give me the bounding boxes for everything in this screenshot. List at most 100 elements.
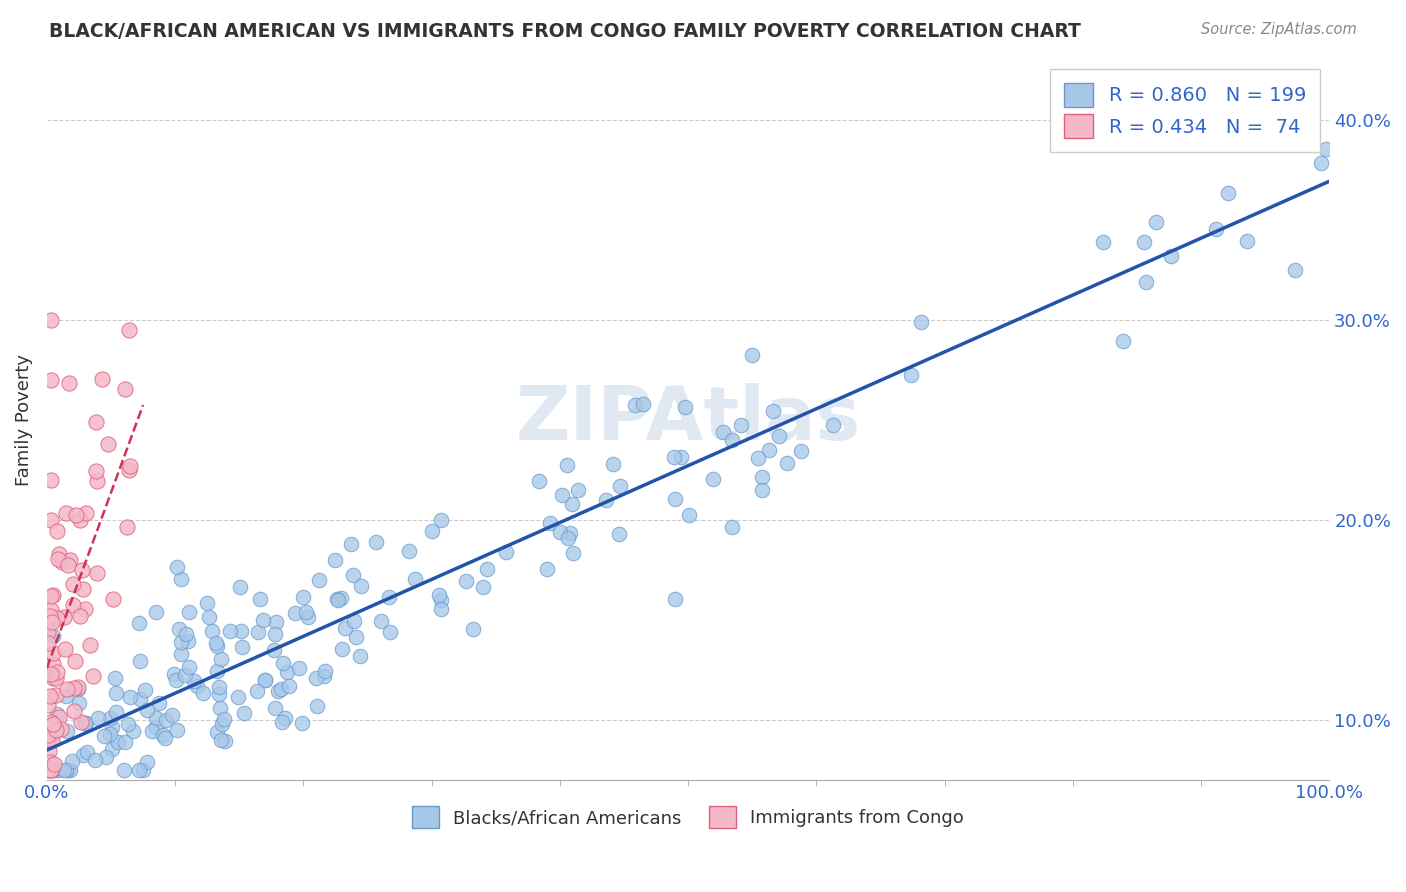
- Point: [270, 682, 292, 697]
- Point: [276, 665, 298, 679]
- Point: [209, 733, 232, 747]
- Point: [551, 488, 574, 502]
- Point: [229, 624, 252, 638]
- Point: [39, 602, 62, 616]
- Point: [45, 665, 67, 679]
- Point: [38, 744, 60, 758]
- Point: [39, 689, 62, 703]
- Point: [1315, 142, 1337, 156]
- Point: [671, 450, 693, 464]
- Point: [66, 681, 89, 696]
- Point: [45, 671, 67, 685]
- Point: [46, 706, 69, 721]
- Point: [246, 625, 269, 640]
- Point: [129, 692, 152, 706]
- Point: [741, 348, 763, 362]
- Point: [673, 400, 696, 414]
- Point: [711, 425, 734, 440]
- Point: [166, 723, 188, 737]
- Text: ZIPAtlas: ZIPAtlas: [516, 383, 860, 456]
- Point: [55, 507, 77, 521]
- Point: [39, 755, 62, 769]
- Point: [87, 711, 110, 725]
- Point: [100, 742, 122, 756]
- Point: [607, 527, 630, 541]
- Point: [160, 707, 183, 722]
- Point: [205, 639, 228, 653]
- Point: [378, 625, 401, 640]
- Point: [326, 593, 349, 607]
- Point: [152, 728, 174, 742]
- Point: [163, 667, 186, 681]
- Point: [107, 734, 129, 748]
- Point: [246, 684, 269, 698]
- Point: [609, 479, 631, 493]
- Point: [253, 673, 276, 688]
- Point: [191, 686, 214, 700]
- Point: [326, 592, 349, 607]
- Point: [103, 592, 125, 607]
- Point: [72, 747, 94, 762]
- Point: [67, 680, 90, 694]
- Point: [118, 463, 141, 477]
- Point: [45, 688, 67, 702]
- Point: [308, 573, 330, 587]
- Point: [183, 673, 205, 688]
- Point: [495, 545, 517, 559]
- Point: [264, 701, 287, 715]
- Point: [472, 580, 495, 594]
- Point: [55, 689, 77, 703]
- Point: [82, 669, 104, 683]
- Point: [59, 763, 82, 777]
- Point: [70, 714, 93, 729]
- Point: [214, 734, 236, 748]
- Point: [115, 520, 138, 534]
- Point: [295, 605, 318, 619]
- Point: [1310, 156, 1333, 170]
- Point: [291, 716, 314, 731]
- Point: [207, 664, 229, 678]
- Point: [58, 376, 80, 390]
- Point: [39, 312, 62, 326]
- Point: [42, 657, 65, 672]
- Point: [128, 654, 150, 668]
- Point: [1135, 275, 1157, 289]
- Point: [323, 553, 346, 567]
- Point: [297, 610, 319, 624]
- Point: [41, 672, 63, 686]
- Point: [128, 615, 150, 630]
- Point: [263, 643, 285, 657]
- Point: [141, 724, 163, 739]
- Point: [84, 415, 107, 429]
- Point: [1132, 235, 1154, 250]
- Point: [51, 555, 73, 569]
- Point: [177, 633, 200, 648]
- Point: [212, 712, 235, 726]
- Point: [252, 613, 274, 627]
- Point: [104, 671, 127, 685]
- Point: [197, 595, 219, 609]
- Point: [174, 627, 197, 641]
- Point: [364, 534, 387, 549]
- Point: [42, 629, 65, 643]
- Point: [42, 756, 65, 771]
- Point: [39, 763, 62, 777]
- Point: [678, 508, 700, 523]
- Point: [720, 520, 742, 534]
- Point: [631, 397, 654, 411]
- Point: [56, 763, 79, 777]
- Point: [343, 614, 366, 628]
- Point: [67, 696, 90, 710]
- Point: [398, 544, 420, 558]
- Point: [100, 720, 122, 734]
- Point: [567, 483, 589, 497]
- Point: [39, 667, 62, 681]
- Point: [527, 475, 550, 489]
- Point: [427, 588, 450, 602]
- Point: [330, 591, 353, 605]
- Point: [430, 593, 453, 607]
- Point: [1229, 101, 1251, 115]
- Point: [37, 732, 59, 747]
- Point: [56, 681, 79, 696]
- Point: [340, 537, 363, 551]
